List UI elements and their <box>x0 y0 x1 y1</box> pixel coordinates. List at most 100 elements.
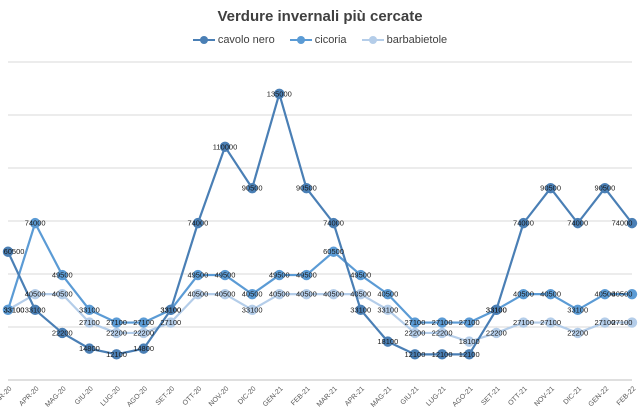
legend-swatch-cavolo-nero <box>192 36 215 44</box>
data-point <box>599 288 611 300</box>
data-label: 90500 <box>242 184 263 193</box>
data-label: 40500 <box>215 290 236 299</box>
data-label: 27100 <box>106 318 127 327</box>
data-point <box>328 217 339 229</box>
data-label: 90500 <box>296 184 317 193</box>
data-point <box>599 182 611 194</box>
data-point <box>355 304 366 316</box>
data-point <box>464 349 475 360</box>
data-point <box>219 288 231 300</box>
x-tick-label: OTT-21 <box>507 385 529 407</box>
data-label: 22200 <box>432 328 453 337</box>
data-label: 12100 <box>405 350 426 359</box>
legend-swatch-barbabietole <box>361 36 384 44</box>
data-point <box>192 269 204 281</box>
data-point <box>84 317 95 328</box>
data-label: 22200 <box>405 328 426 337</box>
data-point <box>57 269 68 281</box>
data-point <box>572 304 583 316</box>
data-label: 40500 <box>612 290 633 299</box>
data-label: 33100 <box>4 305 25 314</box>
data-label: 27100 <box>133 318 154 327</box>
data-label: 27100 <box>432 318 453 327</box>
data-label: 49500 <box>296 271 317 280</box>
data-point <box>165 317 176 328</box>
data-point <box>84 343 95 354</box>
x-tick-label: FEB-22 <box>616 385 638 407</box>
data-point <box>57 327 68 339</box>
data-label: 74000 <box>323 219 344 228</box>
data-label: 12100 <box>106 350 127 359</box>
data-point <box>111 349 122 360</box>
data-label: 49500 <box>269 271 290 280</box>
x-tick-label: GEN-21 <box>262 385 285 408</box>
data-point <box>355 269 366 281</box>
data-point <box>382 288 394 300</box>
data-point <box>518 217 529 229</box>
data-label: 33100 <box>567 305 588 314</box>
data-point <box>29 217 41 229</box>
data-point <box>436 317 448 328</box>
data-label: 90500 <box>594 184 615 193</box>
data-point <box>436 349 448 360</box>
data-point <box>518 288 529 300</box>
data-label: 22200 <box>52 328 73 337</box>
x-tick-label: LUG-21 <box>425 385 447 407</box>
data-point <box>274 288 285 300</box>
data-label: 40500 <box>187 290 208 299</box>
x-tick-label: NOV-20 <box>208 385 231 408</box>
data-label: 27100 <box>594 318 615 327</box>
data-point <box>274 88 285 100</box>
data-label: 27100 <box>459 318 480 327</box>
data-label: 74000 <box>25 219 46 228</box>
data-point <box>138 317 149 328</box>
data-label: 22200 <box>567 328 588 337</box>
data-point <box>572 327 583 339</box>
legend-swatch-cicoria <box>289 36 312 44</box>
data-point <box>464 317 475 328</box>
legend-item-cavolo-nero[interactable]: cavolo nero <box>192 34 275 46</box>
x-tick-label: FEB-21 <box>290 385 312 407</box>
data-point <box>111 327 122 339</box>
data-point <box>29 288 41 300</box>
data-point <box>138 327 149 339</box>
data-label: 33100 <box>4 305 25 314</box>
x-tick-label: GEN-22 <box>587 385 610 408</box>
data-label: 90500 <box>540 184 561 193</box>
x-tick-label: APR-21 <box>344 385 366 407</box>
data-label: 27100 <box>79 318 100 327</box>
legend: cavolo nero cicoria barbabietole <box>0 34 640 47</box>
data-point <box>2 246 14 257</box>
data-point <box>409 349 421 360</box>
x-tick-label: DIC-21 <box>563 385 584 406</box>
data-point <box>301 182 312 194</box>
data-label: 14800 <box>79 344 100 353</box>
data-point <box>246 304 258 316</box>
data-point <box>192 288 204 300</box>
data-label: 40500 <box>513 290 534 299</box>
x-tick-label: LUG-20 <box>100 385 122 407</box>
x-tick-label: SET-21 <box>480 385 502 407</box>
data-point <box>84 304 95 316</box>
data-label: 22200 <box>486 328 507 337</box>
data-label: 40500 <box>52 290 73 299</box>
data-label: 40500 <box>323 290 344 299</box>
data-point <box>382 304 394 316</box>
legend-label-barbabietole: barbabietole <box>386 34 448 46</box>
data-label: 33100 <box>486 305 507 314</box>
x-tick-label: APR-20 <box>18 385 40 407</box>
legend-item-cicoria[interactable]: cicoria <box>289 34 347 46</box>
data-point <box>409 317 421 328</box>
data-label: 40500 <box>540 290 561 299</box>
data-label: 27100 <box>540 318 561 327</box>
series-line-barbabietole <box>7 293 632 343</box>
legend-item-barbabietole[interactable]: barbabietole <box>361 34 448 46</box>
data-label: 14800 <box>133 344 154 353</box>
x-tick-label: SET-20 <box>155 385 177 407</box>
data-label: 49500 <box>350 271 371 280</box>
series-line-cicoria <box>6 222 632 324</box>
data-point <box>301 288 312 300</box>
chart-title: Verdure invernali più cercate <box>217 8 423 25</box>
x-tick-label: MAR-20 <box>0 385 13 408</box>
